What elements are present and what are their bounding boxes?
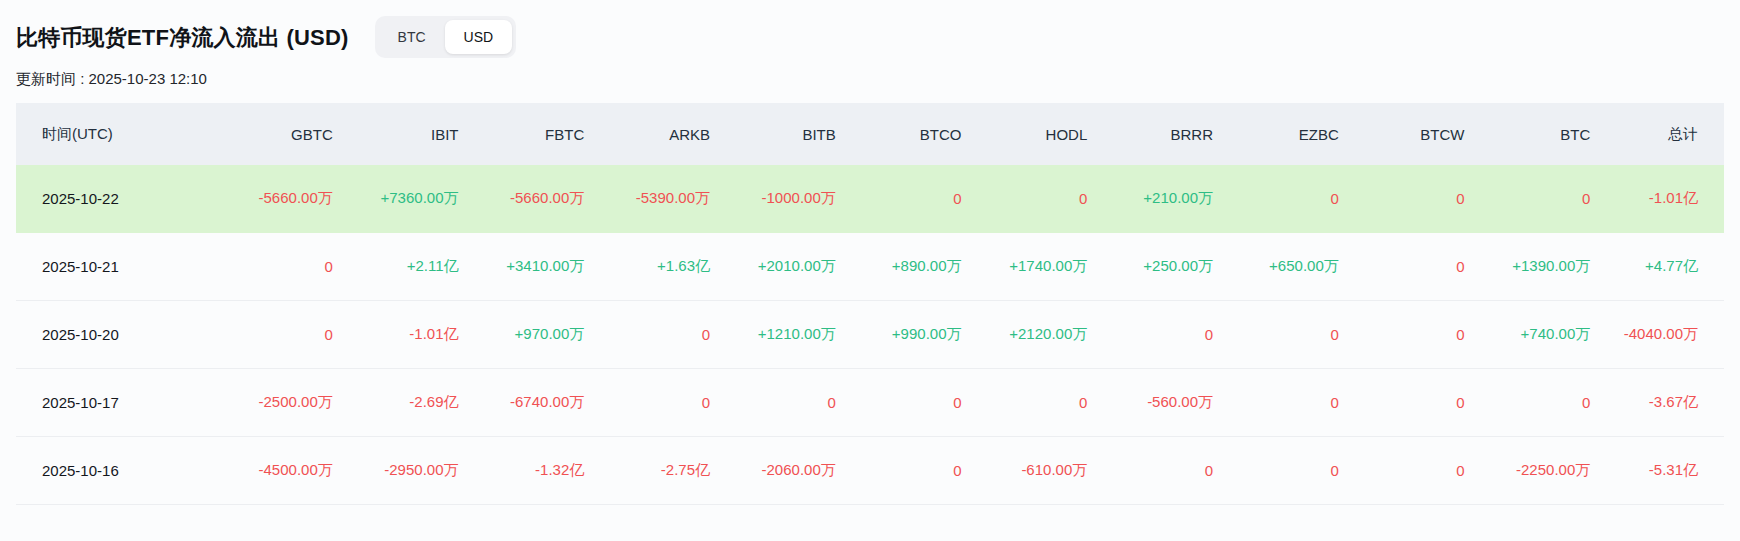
flow-cell-btco: +990.00万 (844, 301, 970, 369)
flow-cell-hodl: +1740.00万 (970, 233, 1096, 301)
flow-cell-btcw: 0 (1347, 233, 1473, 301)
flow-cell-btc: 0 (1473, 369, 1599, 437)
column-header-btc: BTC (1473, 103, 1599, 165)
flow-cell-brrr: +250.00万 (1095, 233, 1221, 301)
page-title: 比特币现货ETF净流入流出 (USD) (16, 23, 349, 53)
flow-cell-arkb: 0 (592, 301, 718, 369)
flow-cell-brrr: 0 (1095, 437, 1221, 505)
column-header-btcw: BTCW (1347, 103, 1473, 165)
flow-cell-fbtc: -1.32亿 (467, 437, 593, 505)
table-row: 2025-10-16-4500.00万-2950.00万-1.32亿-2.75亿… (16, 437, 1724, 505)
flow-cell-hodl: +2120.00万 (970, 301, 1096, 369)
currency-toggle: BTCUSD (375, 16, 517, 58)
flow-cell-total: -1.01亿 (1598, 165, 1724, 233)
flow-cell-ibit: +2.11亿 (341, 233, 467, 301)
flow-cell-fbtc: -6740.00万 (467, 369, 593, 437)
flow-cell-ezbc: 0 (1221, 165, 1347, 233)
table-row: 2025-10-22-5660.00万+7360.00万-5660.00万-53… (16, 165, 1724, 233)
flow-cell-gbtc: -2500.00万 (215, 369, 341, 437)
flow-cell-bitb: +1210.00万 (718, 301, 844, 369)
column-header-brrr: BRRR (1095, 103, 1221, 165)
table-row: 2025-10-200-1.01亿+970.00万0+1210.00万+990.… (16, 301, 1724, 369)
flow-cell-bitb: -2060.00万 (718, 437, 844, 505)
flow-cell-bitb: 0 (718, 369, 844, 437)
flow-cell-arkb: 0 (592, 369, 718, 437)
table-row: 2025-10-210+2.11亿+3410.00万+1.63亿+2010.00… (16, 233, 1724, 301)
flow-cell-ibit: +7360.00万 (341, 165, 467, 233)
flow-cell-ezbc: +650.00万 (1221, 233, 1347, 301)
date-cell: 2025-10-20 (16, 301, 215, 369)
flow-cell-fbtc: +970.00万 (467, 301, 593, 369)
flow-cell-btc: +740.00万 (1473, 301, 1599, 369)
flow-cell-total: -5.31亿 (1598, 437, 1724, 505)
flow-cell-gbtc: 0 (215, 233, 341, 301)
flow-cell-btco: 0 (844, 437, 970, 505)
flow-cell-btcw: 0 (1347, 165, 1473, 233)
column-header-btco: BTCO (844, 103, 970, 165)
flow-cell-bitb: -1000.00万 (718, 165, 844, 233)
etf-flow-table: 时间(UTC)GBTCIBITFBTCARKBBITBBTCOHODLBRRRE… (16, 103, 1724, 505)
column-header-ezbc: EZBC (1221, 103, 1347, 165)
flow-cell-hodl: -610.00万 (970, 437, 1096, 505)
flow-cell-fbtc: +3410.00万 (467, 233, 593, 301)
flow-cell-btc: +1390.00万 (1473, 233, 1599, 301)
flow-cell-gbtc: 0 (215, 301, 341, 369)
flow-cell-ibit: -1.01亿 (341, 301, 467, 369)
toggle-option-btc[interactable]: BTC (379, 20, 445, 54)
flow-cell-total: -3.67亿 (1598, 369, 1724, 437)
column-header-arkb: ARKB (592, 103, 718, 165)
column-header-gbtc: GBTC (215, 103, 341, 165)
flow-cell-total: +4.77亿 (1598, 233, 1724, 301)
page-header: 比特币现货ETF净流入流出 (USD) BTCUSD (16, 10, 1724, 58)
flow-cell-btco: +890.00万 (844, 233, 970, 301)
update-time: 更新时间 : 2025-10-23 12:10 (16, 70, 1724, 89)
flow-cell-ibit: -2.69亿 (341, 369, 467, 437)
table-header: 时间(UTC)GBTCIBITFBTCARKBBITBBTCOHODLBRRRE… (16, 103, 1724, 165)
flow-cell-btco: 0 (844, 165, 970, 233)
flow-cell-btco: 0 (844, 369, 970, 437)
table-body: 2025-10-22-5660.00万+7360.00万-5660.00万-53… (16, 165, 1724, 505)
table-row: 2025-10-17-2500.00万-2.69亿-6740.00万0000-5… (16, 369, 1724, 437)
column-header-fbtc: FBTC (467, 103, 593, 165)
flow-cell-btc: 0 (1473, 165, 1599, 233)
flow-cell-gbtc: -4500.00万 (215, 437, 341, 505)
column-header-total: 总计 (1598, 103, 1724, 165)
table-header-row: 时间(UTC)GBTCIBITFBTCARKBBITBBTCOHODLBRRRE… (16, 103, 1724, 165)
flow-cell-gbtc: -5660.00万 (215, 165, 341, 233)
flow-cell-btcw: 0 (1347, 437, 1473, 505)
date-cell: 2025-10-16 (16, 437, 215, 505)
flow-cell-arkb: +1.63亿 (592, 233, 718, 301)
flow-cell-arkb: -2.75亿 (592, 437, 718, 505)
flow-cell-fbtc: -5660.00万 (467, 165, 593, 233)
flow-cell-bitb: +2010.00万 (718, 233, 844, 301)
flow-cell-brrr: -560.00万 (1095, 369, 1221, 437)
flow-cell-ezbc: 0 (1221, 301, 1347, 369)
flow-cell-arkb: -5390.00万 (592, 165, 718, 233)
flow-cell-ibit: -2950.00万 (341, 437, 467, 505)
etf-flow-page: 比特币现货ETF净流入流出 (USD) BTCUSD 更新时间 : 2025-1… (0, 0, 1740, 541)
flow-cell-hodl: 0 (970, 165, 1096, 233)
flow-cell-btc: -2250.00万 (1473, 437, 1599, 505)
toggle-option-usd[interactable]: USD (445, 20, 513, 54)
column-header-time-utc: 时间(UTC) (16, 103, 215, 165)
column-header-hodl: HODL (970, 103, 1096, 165)
date-cell: 2025-10-17 (16, 369, 215, 437)
date-cell: 2025-10-22 (16, 165, 215, 233)
flow-cell-ezbc: 0 (1221, 437, 1347, 505)
column-header-bitb: BITB (718, 103, 844, 165)
date-cell: 2025-10-21 (16, 233, 215, 301)
flow-cell-hodl: 0 (970, 369, 1096, 437)
column-header-ibit: IBIT (341, 103, 467, 165)
flow-cell-ezbc: 0 (1221, 369, 1347, 437)
flow-cell-btcw: 0 (1347, 369, 1473, 437)
flow-cell-total: -4040.00万 (1598, 301, 1724, 369)
flow-cell-btcw: 0 (1347, 301, 1473, 369)
flow-cell-brrr: +210.00万 (1095, 165, 1221, 233)
flow-cell-brrr: 0 (1095, 301, 1221, 369)
